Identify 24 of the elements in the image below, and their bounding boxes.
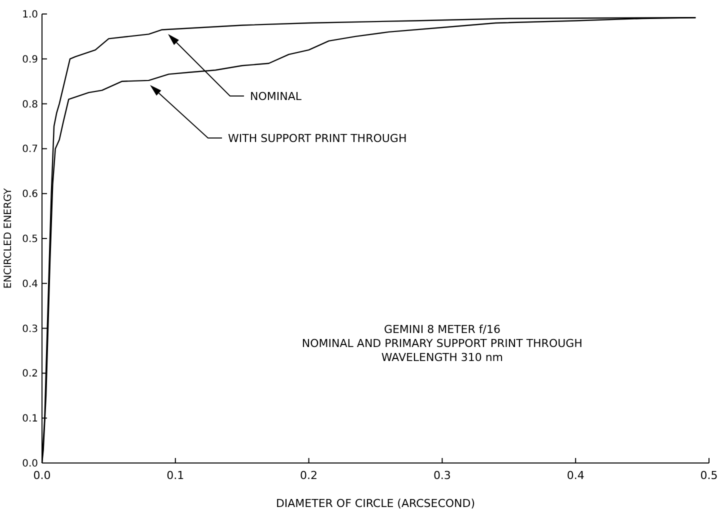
x-axis-title: DIAMETER OF CIRCLE (ARCSECOND): [276, 497, 476, 510]
y-tick-label: 0.3: [22, 324, 38, 335]
annotation: GEMINI 8 METER f/16: [384, 322, 500, 336]
y-tick-label: 0.6: [22, 189, 38, 200]
y-tick-label: 0.8: [22, 99, 38, 110]
y-tick-label: 0.0: [22, 458, 38, 470]
y-tick-label: 1.0: [22, 10, 38, 20]
y-tick-label: 0.2: [22, 368, 38, 380]
y-tick-label: 0.9: [22, 54, 38, 66]
x-tick-label: 0.1: [166, 469, 184, 482]
y-tick-label: 0.7: [22, 144, 38, 156]
y-tick-label: 0.4: [22, 278, 38, 290]
annotation: NOMINAL AND PRIMARY SUPPORT PRINT THROUGH: [302, 336, 582, 350]
y-axis-title: ENCIRCLED ENERGY: [3, 187, 14, 289]
x-tick-label: 0.5: [700, 469, 718, 482]
annotation: NOMINAL: [250, 90, 302, 103]
annotation: WITH SUPPORT PRINT THROUGH: [228, 132, 407, 145]
annotation: WAVELENGTH 310 nm: [381, 350, 504, 364]
y-tick-label: 0.1: [22, 414, 38, 425]
x-tick-label: 0.4: [566, 469, 584, 482]
x-tick-label: 0.0: [33, 469, 51, 482]
y-tick-label: 0.5: [22, 234, 38, 245]
x-tick-label: 0.2: [300, 469, 318, 482]
x-tick-label: 0.3: [433, 469, 451, 482]
